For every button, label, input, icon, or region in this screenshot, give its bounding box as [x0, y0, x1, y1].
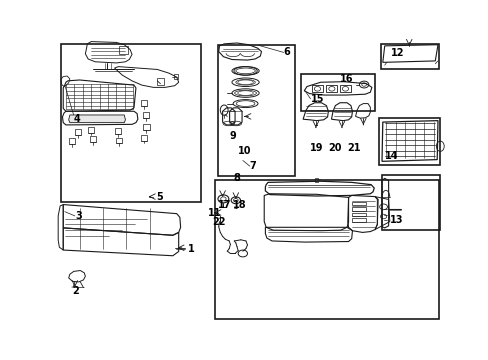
- Bar: [116, 138, 122, 143]
- Bar: [173, 74, 178, 79]
- Text: 1: 1: [188, 244, 195, 254]
- Bar: [326, 85, 337, 92]
- Text: 7: 7: [249, 161, 256, 171]
- Text: 22: 22: [212, 217, 225, 227]
- Text: 15: 15: [310, 94, 324, 104]
- Text: 8: 8: [233, 174, 240, 183]
- Bar: [119, 46, 127, 54]
- Text: 2: 2: [72, 286, 79, 296]
- Bar: [301, 74, 374, 111]
- Text: 17: 17: [217, 200, 231, 210]
- Text: 19: 19: [309, 143, 323, 153]
- Polygon shape: [68, 115, 125, 123]
- Bar: [217, 45, 295, 176]
- Bar: [114, 128, 121, 134]
- Bar: [141, 100, 146, 106]
- Bar: [88, 127, 94, 132]
- Bar: [141, 135, 146, 140]
- Text: 4: 4: [74, 114, 81, 124]
- Bar: [157, 78, 163, 85]
- Bar: [378, 118, 439, 165]
- Bar: [381, 175, 439, 230]
- Text: 10: 10: [238, 146, 251, 156]
- Bar: [143, 124, 149, 130]
- Bar: [314, 178, 318, 183]
- Bar: [352, 213, 366, 216]
- Text: 13: 13: [389, 215, 403, 225]
- Text: 21: 21: [346, 143, 360, 153]
- Text: 18: 18: [232, 200, 246, 210]
- Text: 20: 20: [327, 143, 341, 153]
- Text: 16: 16: [339, 75, 353, 84]
- Bar: [352, 207, 366, 211]
- Bar: [74, 129, 81, 135]
- Bar: [61, 44, 201, 202]
- Bar: [339, 85, 350, 92]
- Text: 3: 3: [75, 211, 81, 221]
- Text: 6: 6: [283, 48, 290, 57]
- Text: 12: 12: [390, 48, 404, 58]
- Text: 5: 5: [156, 193, 163, 202]
- Bar: [352, 202, 366, 205]
- Bar: [311, 85, 322, 92]
- Text: 11: 11: [207, 208, 221, 218]
- Bar: [380, 44, 438, 69]
- Bar: [142, 112, 148, 118]
- Bar: [214, 180, 438, 319]
- Bar: [68, 138, 75, 144]
- Text: 14: 14: [384, 151, 397, 161]
- Text: 9: 9: [229, 131, 236, 141]
- Bar: [90, 136, 96, 142]
- Bar: [352, 218, 366, 222]
